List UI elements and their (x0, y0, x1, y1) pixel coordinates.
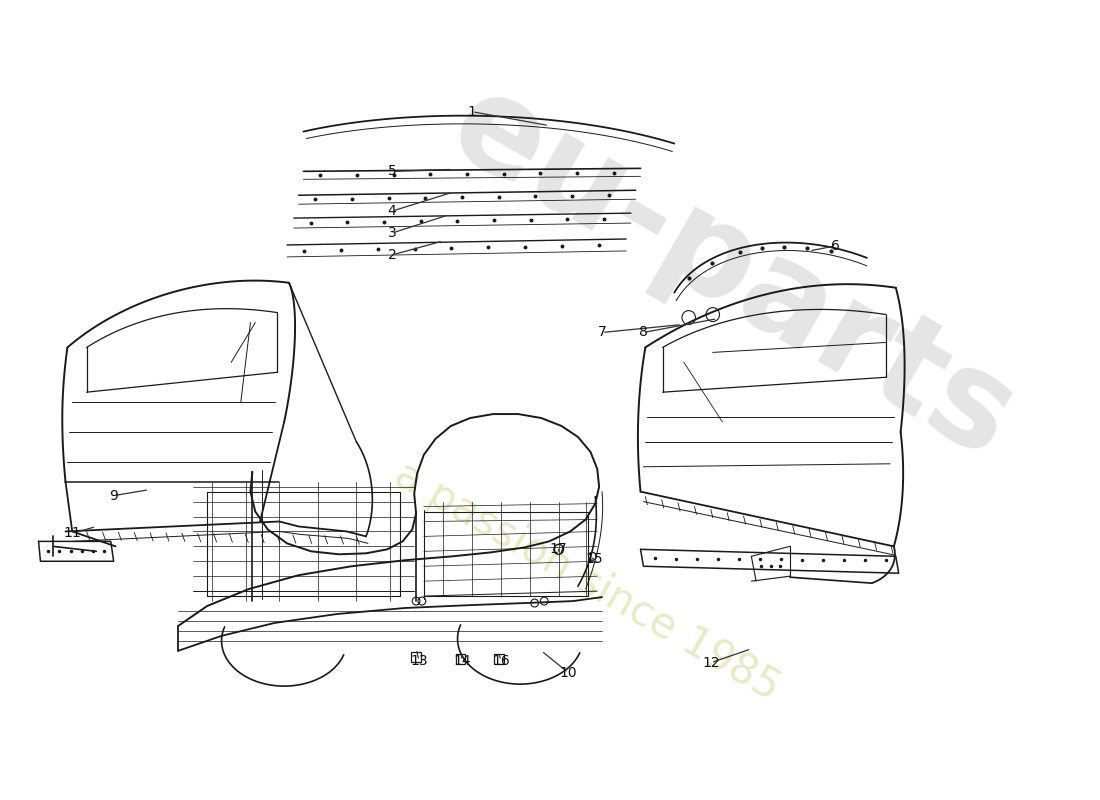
Text: 15: 15 (585, 552, 603, 566)
Text: 13: 13 (410, 654, 428, 668)
Text: 9: 9 (109, 489, 118, 502)
Text: 5: 5 (387, 164, 396, 178)
Text: 16: 16 (492, 654, 509, 668)
Text: 17: 17 (550, 542, 568, 556)
Text: 3: 3 (387, 226, 396, 240)
Text: a passion since 1985: a passion since 1985 (387, 454, 788, 709)
Text: 6: 6 (830, 239, 839, 253)
Text: 7: 7 (597, 326, 606, 339)
Text: 2: 2 (387, 248, 396, 262)
Text: 14: 14 (453, 654, 471, 668)
Text: 8: 8 (639, 326, 648, 339)
Text: 11: 11 (64, 526, 81, 541)
Text: 1: 1 (468, 105, 476, 118)
Text: 4: 4 (387, 204, 396, 218)
Text: 12: 12 (702, 656, 719, 670)
Text: eu-parts: eu-parts (428, 61, 1036, 485)
Text: 10: 10 (560, 666, 578, 680)
